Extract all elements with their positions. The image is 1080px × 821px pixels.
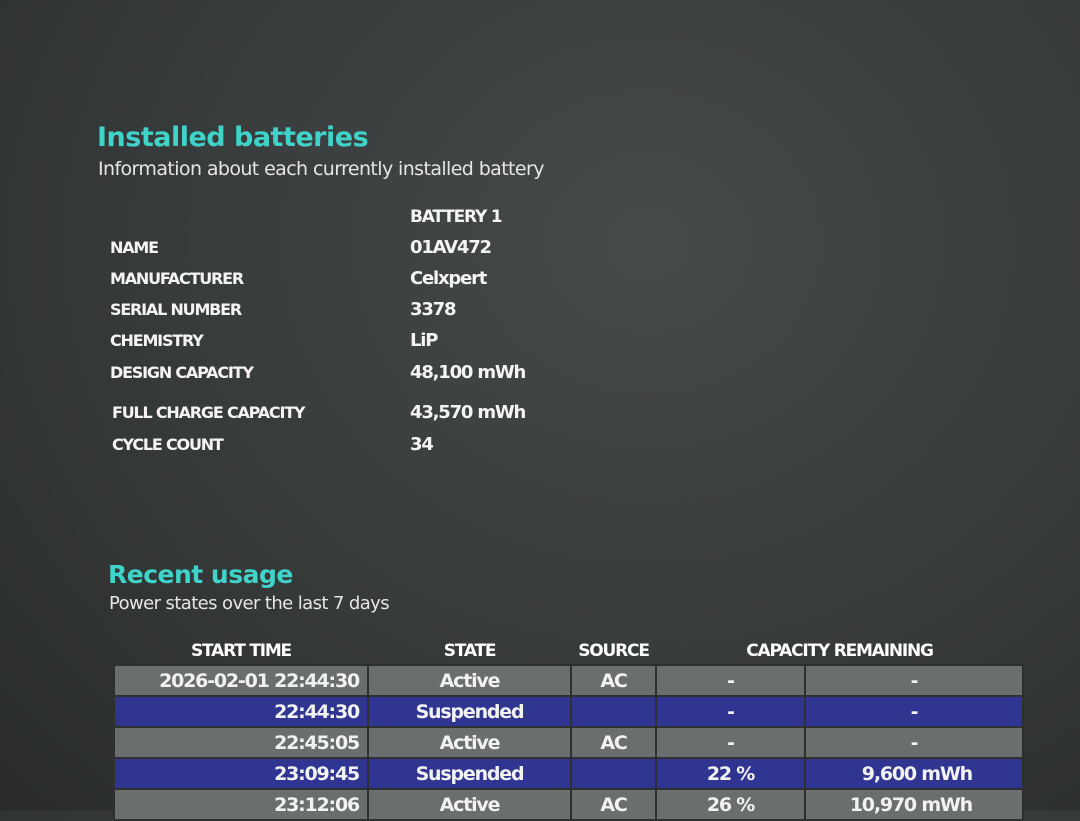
- installed-batteries-subtitle: Information about each currently install…: [98, 158, 544, 180]
- cell-start: 22:44:30: [113, 695, 369, 728]
- cell-percent: -: [655, 695, 806, 728]
- cell-state: Active: [367, 788, 572, 821]
- header-source: SOURCE: [578, 641, 650, 661]
- cell-percent: -: [655, 726, 806, 759]
- cell-start: 2026-02-01 22:44:30: [113, 664, 369, 697]
- cell-percent: 26 %: [655, 788, 806, 821]
- cell-mwh: -: [804, 726, 1024, 759]
- cell-start: 23:09:45: [113, 757, 369, 790]
- cell-start: 23:12:06: [113, 788, 369, 821]
- table-row: 22:44:30 Suspended - -: [113, 695, 1024, 728]
- cell-percent: 22 %: [655, 757, 806, 790]
- header-state: STATE: [443, 641, 497, 661]
- cell-state: Active: [367, 726, 572, 759]
- label-manufacturer: MANUFACTURER: [110, 269, 244, 288]
- header-start-time: START TIME: [191, 641, 292, 661]
- cell-source: AC: [570, 788, 657, 821]
- value-serial: 3378: [410, 299, 457, 320]
- cell-state: Suspended: [367, 757, 572, 790]
- table-row: 23:09:45 Suspended 22 % 9,600 mWh: [113, 757, 1024, 790]
- label-design-capacity: DESIGN CAPACITY: [110, 363, 254, 382]
- cell-mwh: -: [804, 664, 1024, 697]
- cell-source: AC: [570, 726, 657, 759]
- installed-batteries-title: Installed batteries: [97, 122, 369, 153]
- battery-column-header: BATTERY 1: [410, 207, 503, 227]
- table-row: 22:45:05 Active AC - -: [113, 726, 1024, 759]
- cell-mwh: 10,970 mWh: [804, 788, 1024, 821]
- table-row: 23:12:06 Active AC 26 % 10,970 mWh: [113, 788, 1024, 821]
- value-name: 01AV472: [410, 237, 492, 258]
- value-chemistry: LiP: [410, 330, 438, 351]
- value-design-capacity: 48,100 mWh: [410, 362, 526, 383]
- cell-state: Active: [367, 664, 572, 697]
- label-name: NAME: [110, 238, 159, 257]
- value-cycle-count: 34: [410, 434, 434, 455]
- label-serial: SERIAL NUMBER: [110, 300, 242, 319]
- label-cycle-count: CYCLE COUNT: [112, 435, 224, 454]
- cell-start: 22:45:05: [113, 726, 369, 759]
- recent-usage-subtitle: Power states over the last 7 days: [109, 593, 390, 614]
- header-capacity-remaining: CAPACITY REMAINING: [746, 641, 934, 661]
- cell-state: Suspended: [367, 695, 572, 728]
- recent-usage-table: START TIME STATE SOURCE CAPACITY REMAINI…: [113, 638, 1024, 821]
- value-full-charge: 43,570 mWh: [410, 402, 526, 423]
- cell-source: [570, 757, 657, 790]
- cell-source: [570, 695, 657, 728]
- table-row: 2026-02-01 22:44:30 Active AC - -: [113, 664, 1024, 697]
- recent-usage-title: Recent usage: [108, 560, 293, 589]
- label-full-charge: FULL CHARGE CAPACITY: [112, 403, 306, 422]
- cell-mwh: -: [804, 695, 1024, 728]
- value-manufacturer: Celxpert: [410, 268, 487, 289]
- cell-percent: -: [655, 664, 806, 697]
- cell-mwh: 9,600 mWh: [804, 757, 1024, 790]
- cell-source: AC: [570, 664, 657, 697]
- label-chemistry: CHEMISTRY: [110, 331, 204, 350]
